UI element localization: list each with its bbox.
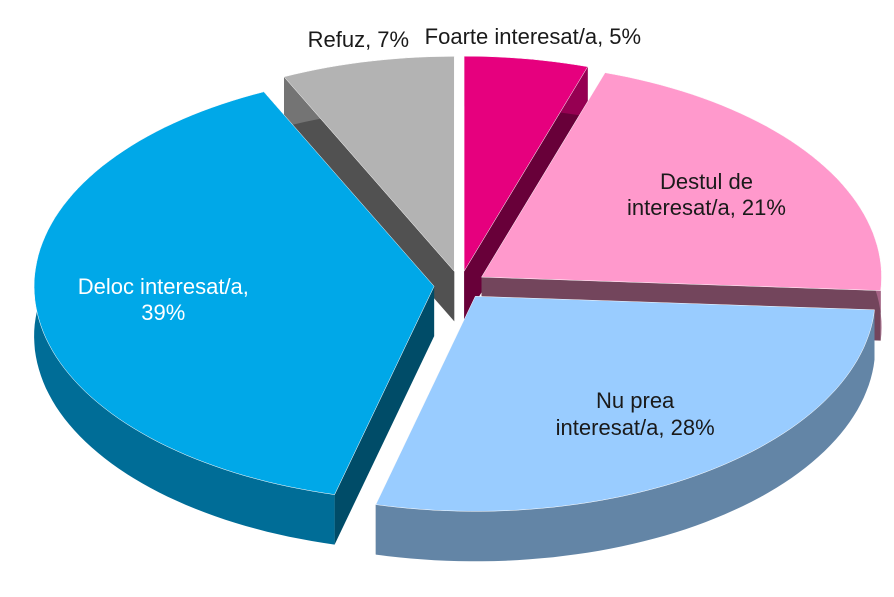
slice [283, 56, 455, 273]
slice [375, 296, 875, 512]
slice [33, 91, 435, 495]
data-label: Foarte interesat/a, 5% [424, 24, 642, 50]
data-label-box: Refuz, 7% [307, 27, 410, 53]
data-label: Refuz, 7% [307, 27, 410, 53]
data-label: Deloc interesat/a, 39% [77, 273, 249, 326]
slice-outer-side [375, 309, 875, 562]
data-label-box: Nu prea interesat/a, 28% [555, 388, 715, 440]
slice-radial-side [284, 76, 455, 322]
data-label: Destul de interesat/a, 21% [626, 168, 786, 220]
data-label-box: Destul de interesat/a, 21% [626, 168, 786, 220]
slice [481, 72, 882, 291]
data-label-box: Deloc interesat/a, 39% [77, 273, 249, 326]
slice [463, 55, 589, 273]
slice-radial-side [334, 286, 435, 545]
data-label: Nu prea interesat/a, 28% [555, 388, 715, 440]
data-label-box: Foarte interesat/a, 5% [424, 24, 642, 50]
